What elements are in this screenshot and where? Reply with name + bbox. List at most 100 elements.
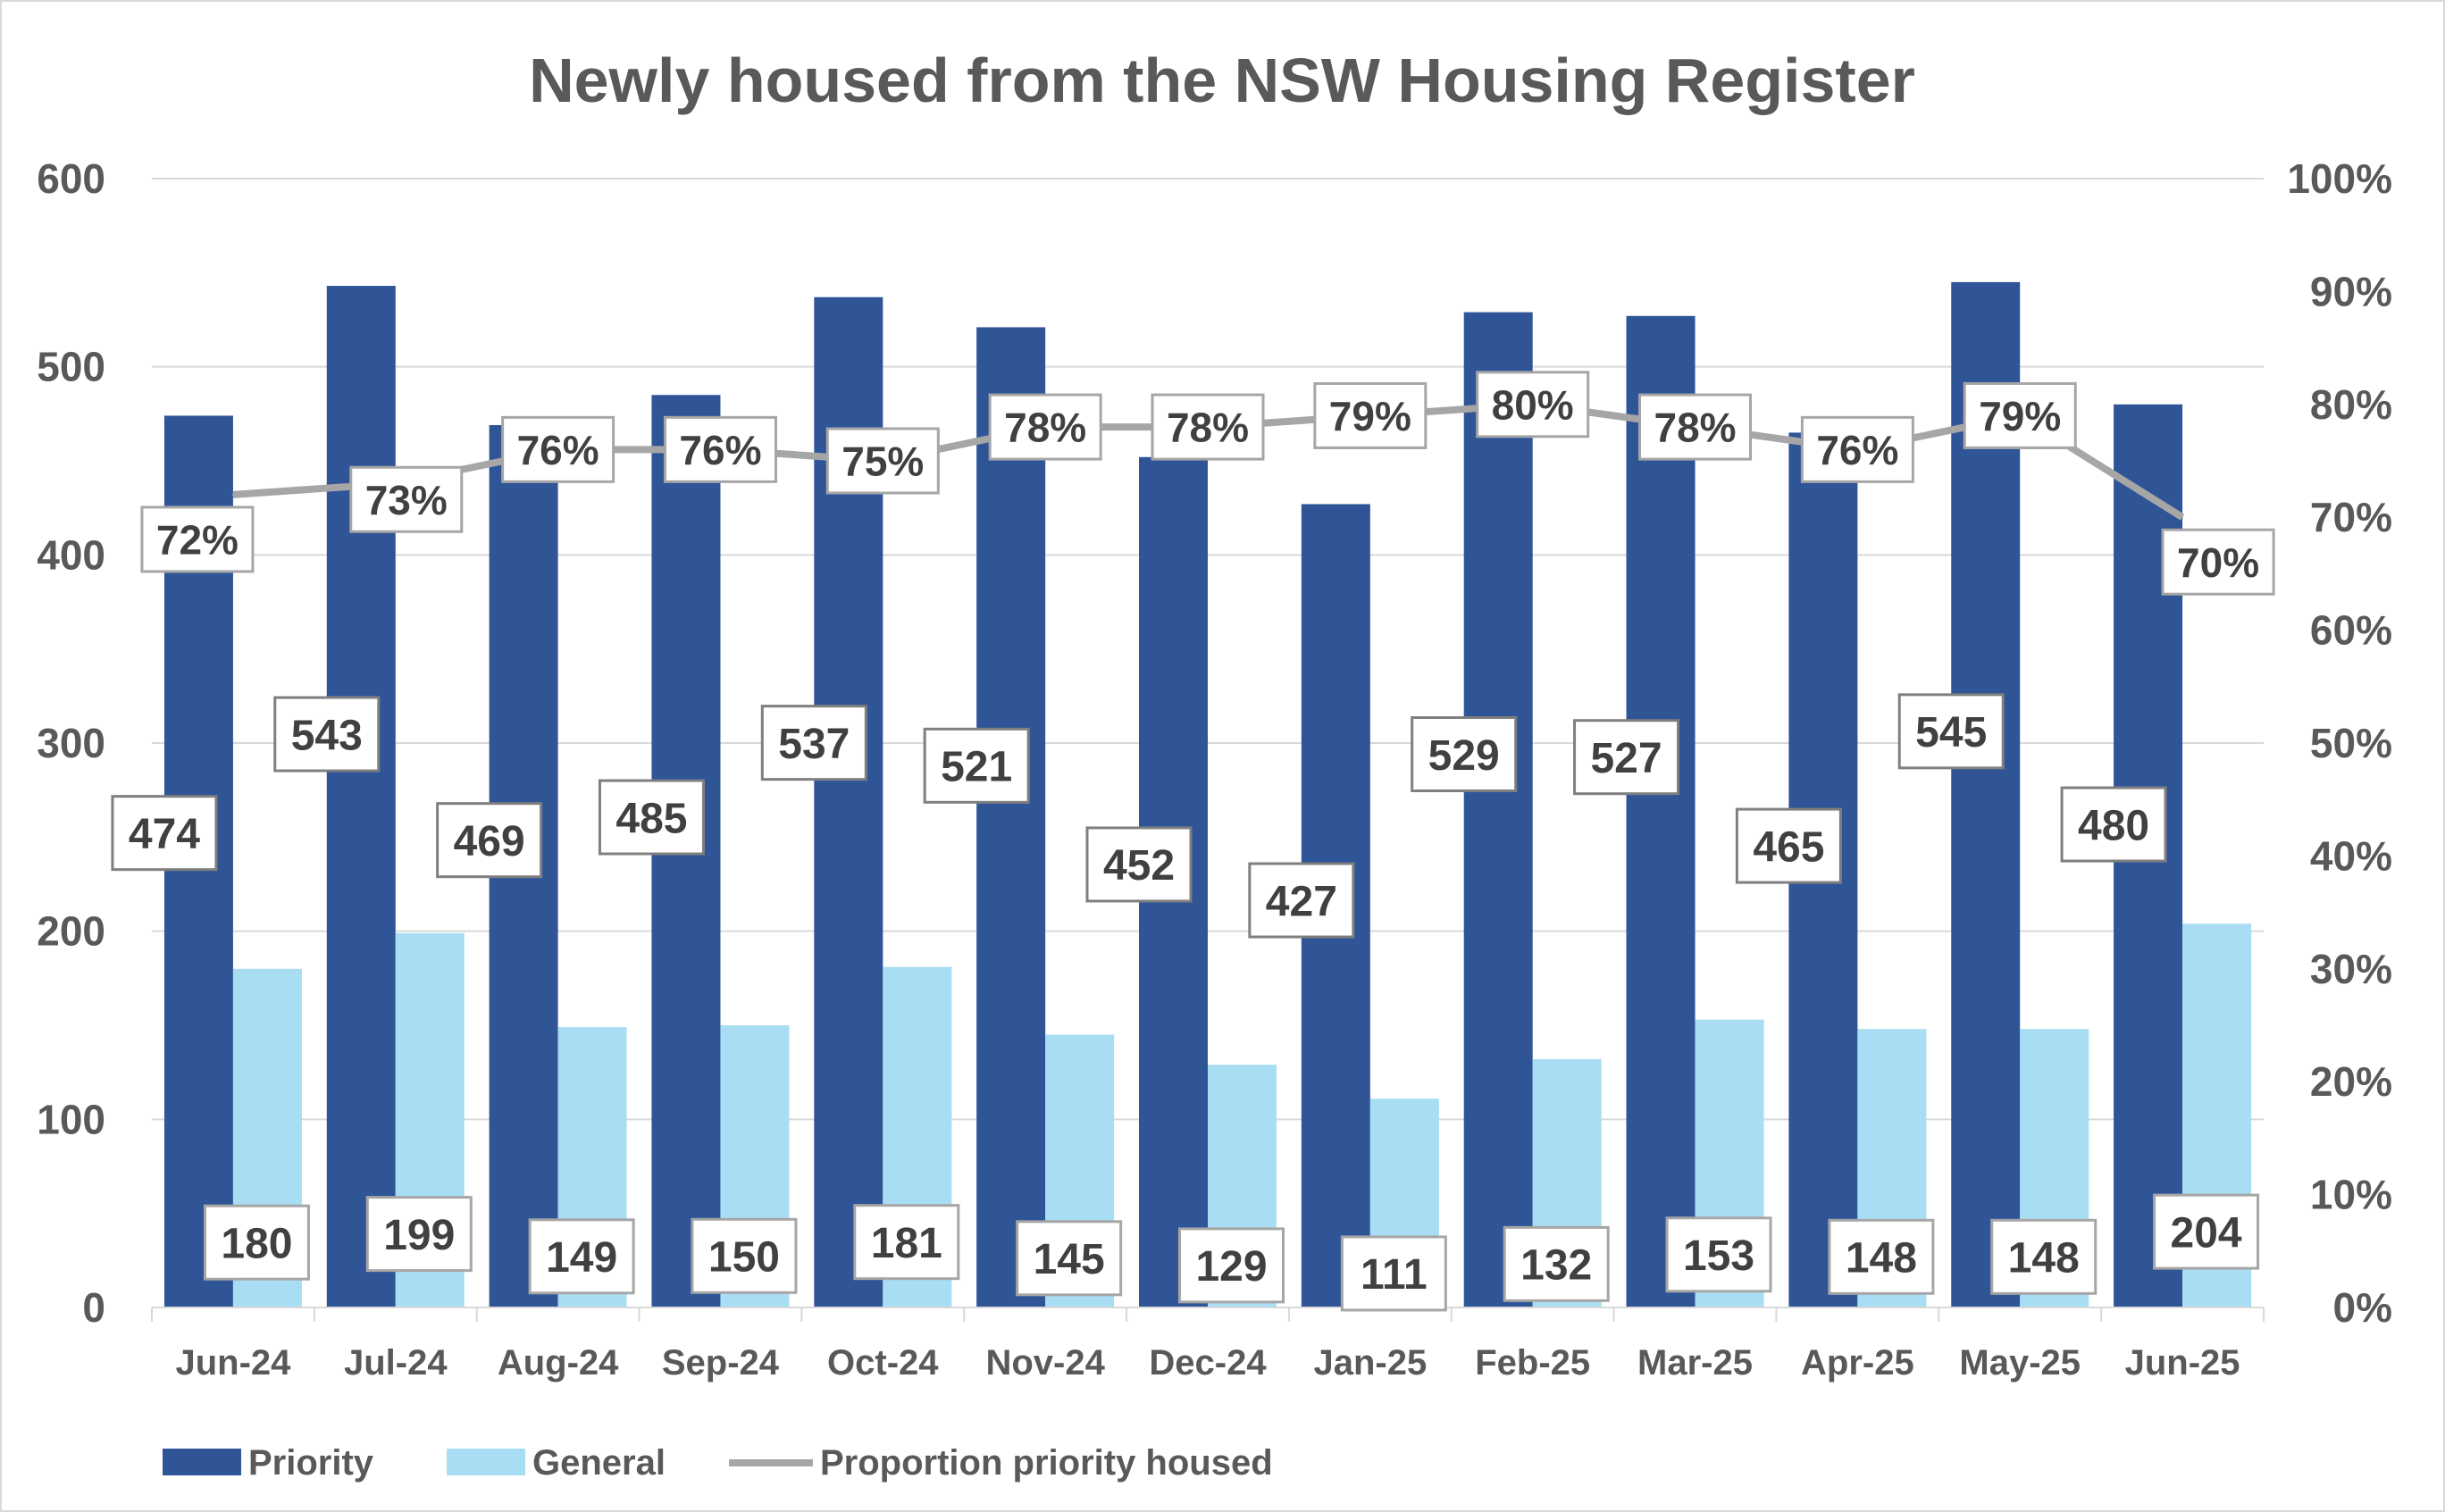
right-tick-label: 70%: [2310, 494, 2392, 540]
label-proportion-box: [1638, 393, 1753, 461]
label-priority-box: [598, 779, 705, 856]
label-general-text: 129: [1195, 1243, 1267, 1291]
label-priority-box: [1897, 693, 2005, 770]
x-tick-label: Aug-24: [498, 1343, 619, 1383]
label-proportion-box: [988, 393, 1102, 461]
label-general-text: 149: [546, 1234, 617, 1282]
label-general-box: [203, 1204, 310, 1281]
label-proportion-text: 76%: [679, 427, 761, 473]
label-general-box: [853, 1204, 960, 1281]
label-general-box: [365, 1196, 473, 1273]
right-tick-label: 20%: [2310, 1058, 2392, 1105]
label-priority: 427: [1248, 862, 1355, 939]
right-tick-label: 50%: [2310, 720, 2392, 766]
x-tick-label: Nov-24: [985, 1343, 1105, 1383]
label-priority-text: 485: [615, 795, 687, 842]
label-proportion-text: 79%: [1329, 393, 1411, 439]
label-general: 148: [1828, 1218, 1935, 1295]
left-tick-label: 300: [37, 720, 105, 766]
label-proportion-text: 78%: [1004, 405, 1086, 451]
label-priority-box: [273, 696, 381, 773]
label-general-text: 199: [383, 1212, 455, 1259]
bar-priority: [1463, 312, 1533, 1307]
right-y-axis: 0% 10% 20% 30% 40% 50% 60% 70% 80% 90% 100%: [2287, 155, 2392, 1331]
right-tick-label: 40%: [2310, 832, 2392, 879]
x-tick-label: Oct-24: [827, 1343, 939, 1383]
label-priority: 527: [1573, 719, 1680, 796]
right-tick-label: 90%: [2310, 268, 2392, 314]
label-priority: 529: [1411, 715, 1518, 792]
label-priority-box: [1248, 862, 1355, 939]
label-proportion-text: 79%: [1979, 393, 2061, 439]
label-priority-text: 527: [1590, 735, 1662, 782]
label-proportion-text: 78%: [1167, 405, 1249, 451]
label-priority: 452: [1085, 826, 1193, 903]
x-tick-label: Jan-25: [1313, 1343, 1427, 1383]
label-general-text: 180: [221, 1220, 292, 1267]
bar-priority: [1626, 315, 1696, 1308]
right-tick-label: 60%: [2310, 607, 2392, 654]
label-priority-box: [436, 802, 543, 879]
label-priority-text: 427: [1266, 878, 1337, 925]
label-proportion-box: [825, 427, 940, 495]
x-tick-label: Jun-24: [175, 1343, 291, 1383]
left-tick-label: 500: [37, 344, 105, 390]
legend-label-proportion: Proportion priority housed: [820, 1443, 1273, 1483]
label-priority: 543: [273, 696, 381, 773]
label-proportion-box: [1476, 371, 1590, 439]
label-proportion-box: [1963, 381, 2077, 449]
right-tick-label: 10%: [2310, 1172, 2392, 1218]
label-priority: 480: [2060, 786, 2167, 863]
label-proportion: 78%: [988, 393, 1102, 461]
label-general-box: [1178, 1227, 1285, 1304]
x-tick-label: Jun-25: [2125, 1343, 2240, 1383]
label-proportion: 79%: [1963, 381, 2077, 449]
label-general: 111: [1340, 1235, 1447, 1312]
label-general-box: [691, 1217, 798, 1294]
label-general: 204: [2153, 1193, 2260, 1270]
label-general: 149: [528, 1218, 635, 1295]
label-general: 180: [203, 1204, 310, 1281]
label-general-box: [1990, 1218, 2098, 1295]
label-general: 145: [1016, 1220, 1123, 1297]
label-proportion-box: [1800, 415, 1914, 483]
label-proportion: 80%: [1476, 371, 1590, 439]
label-general: 148: [1990, 1218, 2098, 1295]
right-tick-label: 0%: [2333, 1284, 2392, 1331]
label-priority: 537: [760, 705, 867, 781]
label-proportion-text: 72%: [156, 516, 239, 563]
label-general: 181: [853, 1204, 960, 1281]
legend-label-general: General: [532, 1443, 666, 1483]
legend-swatch-general: [447, 1449, 525, 1475]
legend: Priority General Proportion priority house…: [163, 1443, 1273, 1483]
right-tick-label: 80%: [2310, 381, 2392, 428]
label-priority: 465: [1735, 807, 1842, 884]
label-general: 132: [1503, 1225, 1610, 1302]
label-proportion: 76%: [501, 415, 615, 483]
label-priority-text: 545: [1915, 709, 1987, 756]
label-general-box: [1340, 1235, 1447, 1312]
label-priority-text: 465: [1753, 823, 1824, 871]
label-priority-text: 521: [941, 744, 1012, 791]
right-tick-label: 30%: [2310, 946, 2392, 992]
label-priority-text: 469: [454, 818, 525, 865]
x-tick-label: Sep-24: [662, 1343, 780, 1383]
label-general-box: [528, 1218, 635, 1295]
label-priority-text: 537: [778, 721, 850, 768]
label-general-text: 150: [708, 1234, 780, 1282]
label-proportion: 75%: [825, 427, 940, 495]
label-priority: 521: [923, 727, 1030, 804]
label-proportion-box: [1151, 393, 1265, 461]
label-priority-box: [111, 795, 218, 872]
label-proportion: 79%: [1313, 381, 1428, 449]
label-proportion-text: 70%: [2177, 539, 2259, 586]
label-proportion-box: [140, 505, 255, 573]
label-priority-box: [1411, 715, 1518, 792]
x-tick-label: Feb-25: [1475, 1343, 1590, 1383]
x-tick-label: Jul-24: [344, 1343, 448, 1383]
label-general-box: [1828, 1218, 1935, 1295]
label-proportion-text: 76%: [1816, 427, 1898, 473]
chart-title: Newly housed from the NSW Housing Regist…: [529, 46, 1915, 115]
